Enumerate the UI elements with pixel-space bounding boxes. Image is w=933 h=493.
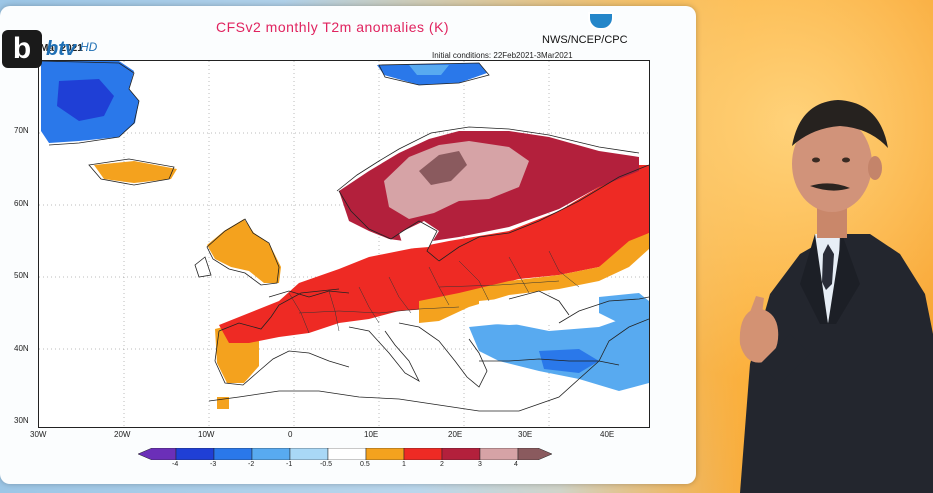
colorbar-label-m2: -2 <box>248 461 255 468</box>
lat-label-50n: 50N <box>14 271 29 280</box>
lon-label-10e: 10E <box>364 430 379 439</box>
colorbar-seg-3 <box>251 448 291 460</box>
colorbar-label-p05: 0.5 <box>360 461 370 468</box>
colorbar-label-p2: 2 <box>440 461 444 468</box>
lon-label-10w: 10W <box>198 430 215 439</box>
anomaly-colorbar <box>138 448 552 460</box>
colorbar-seg-5 <box>327 448 367 460</box>
europe-anomaly-map-graphic <box>39 61 649 427</box>
lon-label-30w: 30W <box>30 430 47 439</box>
colorbar-seg-9 <box>479 448 519 460</box>
colorbar-seg-7 <box>403 448 443 460</box>
colorbar-seg-10 <box>517 448 552 460</box>
anomaly-map <box>38 60 650 428</box>
colorbar-label-m1: -1 <box>286 461 293 468</box>
channel-logo-hd: HD <box>80 40 98 54</box>
channel-logo-mark: b <box>2 30 42 68</box>
lat-label-70n: 70N <box>14 126 29 135</box>
lon-label-20e: 20E <box>448 430 463 439</box>
colorbar-seg-8 <box>441 448 481 460</box>
weather-map-screen: CFSv2 monthly T2m anomalies (K) NWS/NCEP… <box>0 6 696 484</box>
colorbar-seg-0 <box>138 448 177 460</box>
lon-label-0: 0 <box>288 430 293 439</box>
noaa-logo-icon <box>588 12 614 30</box>
colorbar-seg-2 <box>213 448 253 460</box>
colorbar-seg-1 <box>175 448 215 460</box>
lon-label-30e: 30E <box>518 430 533 439</box>
lat-label-30n: 30N <box>14 416 29 425</box>
channel-logo: b btv HD <box>2 30 114 68</box>
agency-label: NWS/NCEP/CPC <box>542 34 628 46</box>
colorbar-label-m05: -0.5 <box>320 461 333 468</box>
colorbar-label-m4: -4 <box>172 461 179 468</box>
colorbar-label-p1: 1 <box>402 461 406 468</box>
lat-label-40n: 40N <box>14 344 29 353</box>
colorbar-seg-4 <box>289 448 329 460</box>
colorbar-seg-6 <box>365 448 405 460</box>
colorbar-label-p4: 4 <box>514 461 518 468</box>
channel-logo-text: btv <box>46 38 76 60</box>
lon-label-20w: 20W <box>114 430 131 439</box>
valid-date: Mar 2021 <box>40 43 83 54</box>
colorbar-label-m3: -3 <box>210 461 217 468</box>
presenter-figure <box>739 100 933 493</box>
lat-label-60n: 60N <box>14 199 29 208</box>
colorbar-label-p3: 3 <box>478 461 482 468</box>
map-title: CFSv2 monthly T2m anomalies (K) <box>216 19 450 35</box>
initial-conditions: Initial conditions: 22Feb2021-3Mar2021 <box>432 51 573 60</box>
lon-label-40e: 40E <box>600 430 615 439</box>
